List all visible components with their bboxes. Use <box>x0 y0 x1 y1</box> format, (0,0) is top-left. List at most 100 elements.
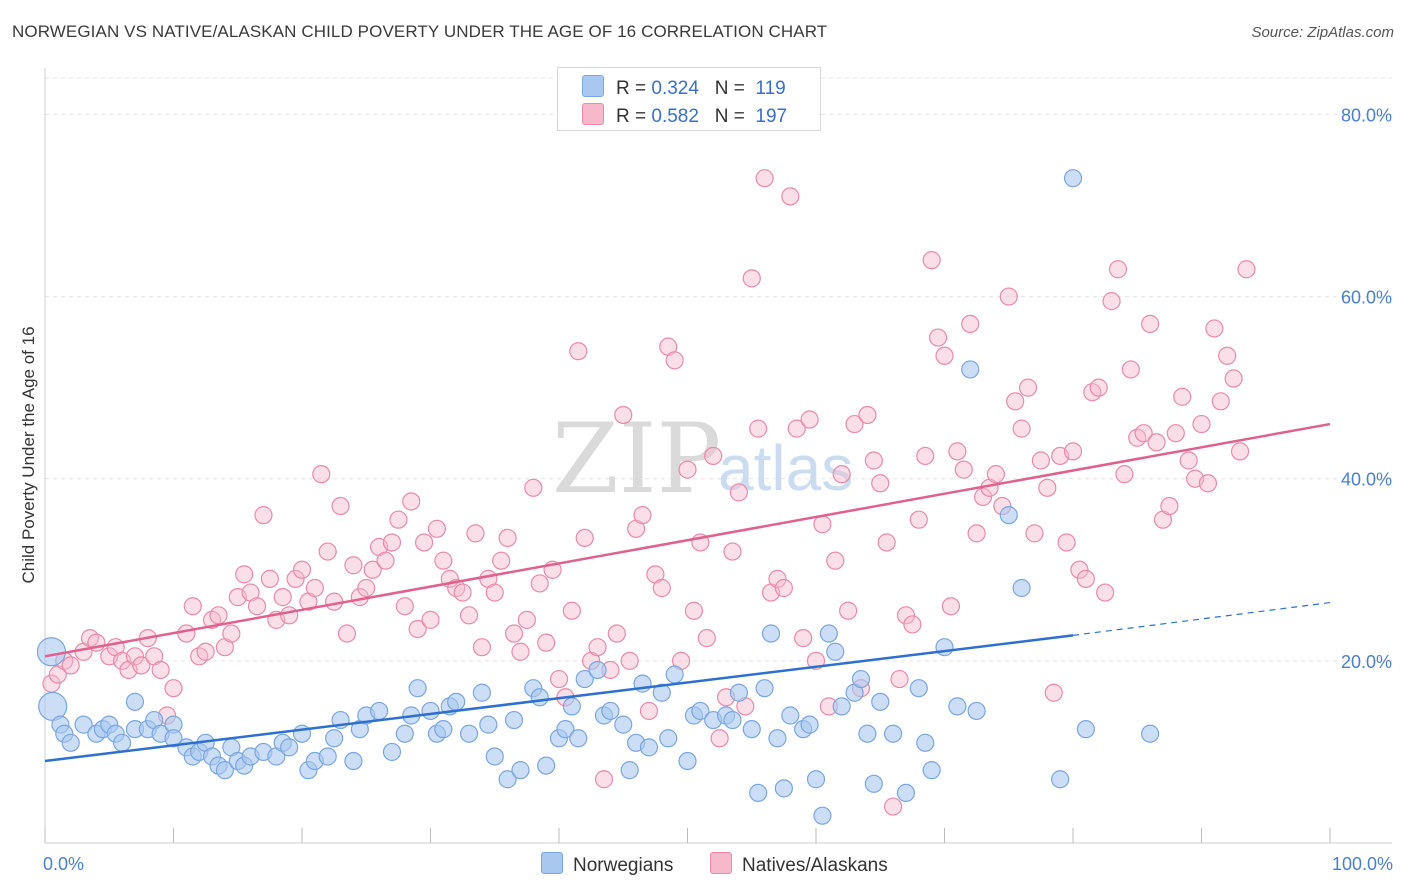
point-natives <box>1108 260 1128 279</box>
point-natives <box>312 465 331 484</box>
point-natives <box>909 510 928 529</box>
point-norwegians <box>511 761 530 780</box>
point-natives <box>344 556 363 575</box>
point-norwegians <box>922 761 941 780</box>
point-natives <box>710 729 729 748</box>
series-norwegians-points <box>36 169 1160 825</box>
point-natives <box>665 351 684 370</box>
point-natives <box>280 606 299 625</box>
point-natives <box>794 628 813 648</box>
point-natives <box>517 610 536 629</box>
point-natives <box>813 515 832 534</box>
point-natives <box>800 410 819 429</box>
point-natives <box>421 610 440 629</box>
watermark-zip: ZIP <box>552 403 721 515</box>
legend-n-label: N = <box>714 78 751 99</box>
chart-title: NORWEGIAN VS NATIVE/ALASKAN CHILD POVERT… <box>12 22 828 41</box>
trend-line-natives <box>44 422 1331 658</box>
point-natives <box>1063 442 1083 461</box>
point-natives <box>742 269 761 288</box>
point-natives <box>453 583 472 602</box>
point-natives <box>363 560 382 579</box>
legend-row-natives: R = 0.582 N = 197 <box>582 103 787 129</box>
point-norwegians <box>112 733 132 752</box>
point-natives <box>749 419 768 438</box>
point-natives <box>787 419 806 438</box>
point-natives <box>1198 474 1218 493</box>
point-natives <box>961 314 980 333</box>
point-norwegians <box>61 733 80 752</box>
point-natives <box>222 624 241 643</box>
point-natives <box>896 606 916 625</box>
point-natives <box>562 601 581 620</box>
point-natives <box>357 578 376 598</box>
legend-r-label: R = <box>616 106 652 127</box>
point-norwegians <box>569 729 588 748</box>
point-norwegians <box>858 724 877 743</box>
tick-labels: 20.0% 40.0% 60.0% 80.0% 0.0% 100.0% <box>43 105 1393 874</box>
point-norwegians <box>806 770 826 789</box>
point-norwegians <box>813 806 832 825</box>
point-natives <box>864 451 883 470</box>
point-natives <box>434 551 453 570</box>
point-natives <box>498 528 517 548</box>
point-norwegians <box>504 710 524 730</box>
legend-r-value: 0.324 <box>651 78 699 99</box>
y-tick-label: 20.0% <box>1341 652 1392 672</box>
point-natives <box>883 797 903 816</box>
point-norwegians <box>537 756 556 775</box>
point-natives <box>954 460 973 479</box>
point-norwegians <box>999 506 1018 525</box>
point-norwegians <box>729 683 749 702</box>
point-norwegians <box>1063 169 1083 188</box>
point-natives <box>948 442 967 461</box>
point-natives <box>466 524 485 543</box>
point-norwegians <box>575 669 594 689</box>
legend-n-label: N = <box>714 106 751 127</box>
point-norwegians <box>832 697 851 716</box>
point-norwegians <box>742 720 761 739</box>
point-natives <box>1076 569 1095 588</box>
point-natives <box>967 524 986 543</box>
point-norwegians <box>768 729 787 748</box>
point-natives <box>402 492 421 511</box>
point-natives <box>549 669 569 689</box>
point-norwegians <box>864 774 883 793</box>
point-norwegians <box>395 724 414 743</box>
point-natives <box>729 483 749 502</box>
watermark: ZIP atlas <box>552 403 853 515</box>
point-natives <box>941 597 961 616</box>
point-norwegians <box>639 738 659 757</box>
chart-source: Source: ZipAtlas.com <box>1251 24 1394 41</box>
point-norwegians <box>723 710 742 730</box>
point-natives <box>414 533 434 552</box>
point-natives <box>986 465 1006 484</box>
point-norwegians <box>948 697 967 716</box>
bottom-legend-natives: Natives/Alaskans <box>710 852 888 877</box>
point-norwegians <box>125 692 145 711</box>
point-natives <box>575 528 594 548</box>
point-natives <box>325 592 344 611</box>
point-natives <box>408 619 427 639</box>
point-norwegians <box>761 624 781 643</box>
point-natives <box>1211 392 1230 411</box>
legend-swatch-pink <box>582 103 604 125</box>
point-natives <box>1096 583 1115 602</box>
point-norwegians <box>447 692 466 711</box>
point-norwegians <box>967 701 986 721</box>
point-natives <box>1102 292 1121 311</box>
point-natives <box>890 669 909 689</box>
point-norwegians <box>749 783 768 803</box>
point-natives <box>1166 424 1185 443</box>
point-norwegians <box>459 724 479 743</box>
point-natives <box>639 701 659 721</box>
point-natives <box>633 506 652 525</box>
trend-line-norwegians-projection <box>1072 601 1331 636</box>
point-norwegians <box>588 660 607 680</box>
point-norwegians <box>800 715 819 734</box>
x-tick-label-max: 100.0% <box>1332 854 1393 874</box>
legend-row-norwegians: R = 0.324 N = 119 <box>582 75 786 101</box>
point-norwegians <box>961 360 980 379</box>
point-natives <box>530 574 549 593</box>
